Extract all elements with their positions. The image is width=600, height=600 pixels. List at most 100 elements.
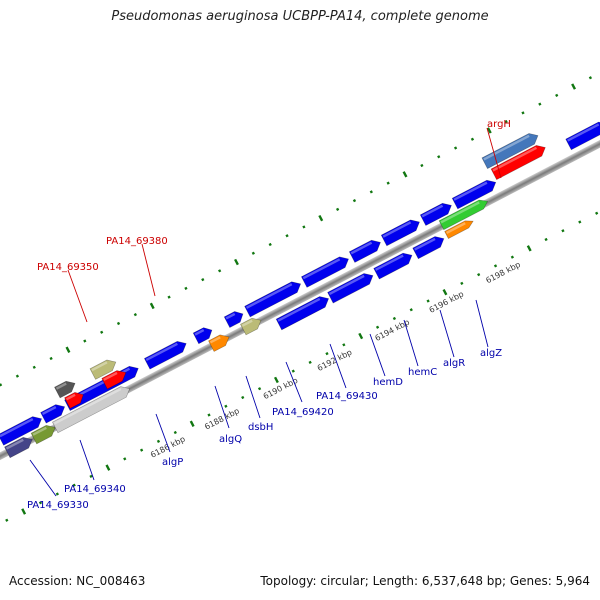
minor-tick xyxy=(453,146,458,150)
minor-tick xyxy=(218,269,222,273)
gene-arrow[interactable] xyxy=(4,434,35,459)
callout-line xyxy=(214,385,230,429)
gene-highlight xyxy=(421,204,444,218)
gene-highlight xyxy=(277,297,321,322)
minor-tick xyxy=(460,281,464,286)
minor-tick xyxy=(352,199,357,203)
gene-label-pa14_69350[interactable]: PA14_69350 xyxy=(37,262,99,273)
gene-arrow[interactable] xyxy=(89,357,119,380)
major-tick xyxy=(273,376,279,384)
gene-label-algz[interactable]: algZ xyxy=(480,348,502,359)
gene-arrow[interactable] xyxy=(275,293,331,331)
minor-tick xyxy=(116,321,121,326)
gene-arrow[interactable] xyxy=(451,177,498,210)
gene-label-dsbh[interactable]: dsbH xyxy=(248,422,273,433)
gene-arrow[interactable] xyxy=(223,309,246,328)
major-tick xyxy=(526,245,532,252)
minor-tick xyxy=(555,93,559,97)
minor-tick xyxy=(291,369,295,373)
gene-arrow[interactable] xyxy=(301,254,351,288)
minor-tick xyxy=(49,356,53,361)
gene-arrow[interactable] xyxy=(444,218,475,239)
callout-line xyxy=(439,309,455,358)
gene-highlight xyxy=(302,258,341,280)
major-tick xyxy=(149,302,155,310)
gene-highlight xyxy=(53,387,122,425)
gene-arrow[interactable] xyxy=(52,383,132,434)
gene-arrow[interactable] xyxy=(240,315,263,336)
gene-label-hemc[interactable]: hemC xyxy=(408,367,437,378)
gene-label-pa14_69330[interactable]: PA14_69330 xyxy=(27,500,89,511)
gene-arrow[interactable] xyxy=(348,237,383,263)
gene-label-algp[interactable]: algP xyxy=(162,457,183,468)
gene-highlight xyxy=(91,361,108,372)
gene-highlight xyxy=(41,405,57,416)
minor-tick xyxy=(241,395,245,400)
gene-arrow[interactable] xyxy=(192,325,215,345)
gene-arrow[interactable] xyxy=(565,119,600,151)
gene-highlight xyxy=(382,221,412,238)
topology-text: Topology: circular; Length: 6,537,648 bp… xyxy=(260,574,590,588)
gene-arrow[interactable] xyxy=(419,200,454,226)
gene-label-pa14_69340[interactable]: PA14_69340 xyxy=(64,484,126,495)
gene-arrow[interactable] xyxy=(30,422,58,445)
minor-tick xyxy=(0,383,3,387)
gene-highlight xyxy=(32,426,47,436)
gene-arrow[interactable] xyxy=(101,367,129,390)
minor-tick xyxy=(470,137,475,141)
major-tick xyxy=(358,332,364,340)
gene-label-pa14_69430[interactable]: PA14_69430 xyxy=(316,391,378,402)
gene-arrow[interactable] xyxy=(208,332,232,352)
gene-label-algq[interactable]: algQ xyxy=(219,434,242,445)
gene-arrow[interactable] xyxy=(438,197,490,231)
gene-arrow[interactable] xyxy=(373,250,415,280)
callout-line xyxy=(403,319,419,367)
gene-arrow[interactable] xyxy=(490,142,548,181)
minor-tick xyxy=(173,430,177,435)
gene-arrow[interactable] xyxy=(412,233,447,260)
minor-tick xyxy=(325,351,329,356)
minor-tick xyxy=(100,330,104,334)
tick-label: 6190 kbp xyxy=(262,376,300,401)
gene-arrow[interactable] xyxy=(64,389,87,409)
gene-highlight xyxy=(65,393,76,401)
gene-arrow[interactable] xyxy=(40,401,68,424)
minor-tick xyxy=(386,181,390,185)
gene-label-pa14_69420[interactable]: PA14_69420 xyxy=(272,407,334,418)
minor-tick xyxy=(544,237,548,242)
gene-arrow[interactable] xyxy=(327,270,376,304)
minor-tick xyxy=(504,120,508,124)
gene-highlight xyxy=(241,319,253,327)
minor-tick xyxy=(420,163,424,168)
minor-tick xyxy=(437,155,441,159)
minor-tick xyxy=(342,343,346,347)
major-tick xyxy=(189,420,195,427)
minor-tick xyxy=(335,207,340,212)
gene-arrow[interactable] xyxy=(380,217,422,247)
minor-tick xyxy=(285,234,289,238)
gene-arrow[interactable] xyxy=(0,413,44,446)
minor-tick xyxy=(369,190,373,194)
minor-tick xyxy=(207,413,211,417)
gene-arrow[interactable] xyxy=(144,338,189,370)
major-tick xyxy=(65,346,71,353)
minor-tick xyxy=(201,277,205,282)
major-tick xyxy=(105,464,111,471)
minor-tick xyxy=(477,273,481,277)
gene-highlight xyxy=(350,241,373,255)
minor-tick xyxy=(521,111,525,115)
gene-highlight xyxy=(567,123,600,142)
gene-label-algr[interactable]: algR xyxy=(443,358,465,369)
gene-highlight xyxy=(55,382,67,390)
minor-tick xyxy=(251,251,255,255)
minor-tick xyxy=(55,492,59,496)
minor-tick xyxy=(32,365,36,369)
gene-label-argh[interactable]: argH xyxy=(487,119,511,130)
gene-label-hemd[interactable]: hemD xyxy=(373,377,403,388)
minor-tick xyxy=(426,299,430,303)
tick-label: 6198 kbp xyxy=(484,260,522,285)
gene-arrow[interactable] xyxy=(54,378,78,399)
gene-label-pa14_69380[interactable]: PA14_69380 xyxy=(106,236,168,247)
gene-arrow[interactable] xyxy=(244,279,304,318)
